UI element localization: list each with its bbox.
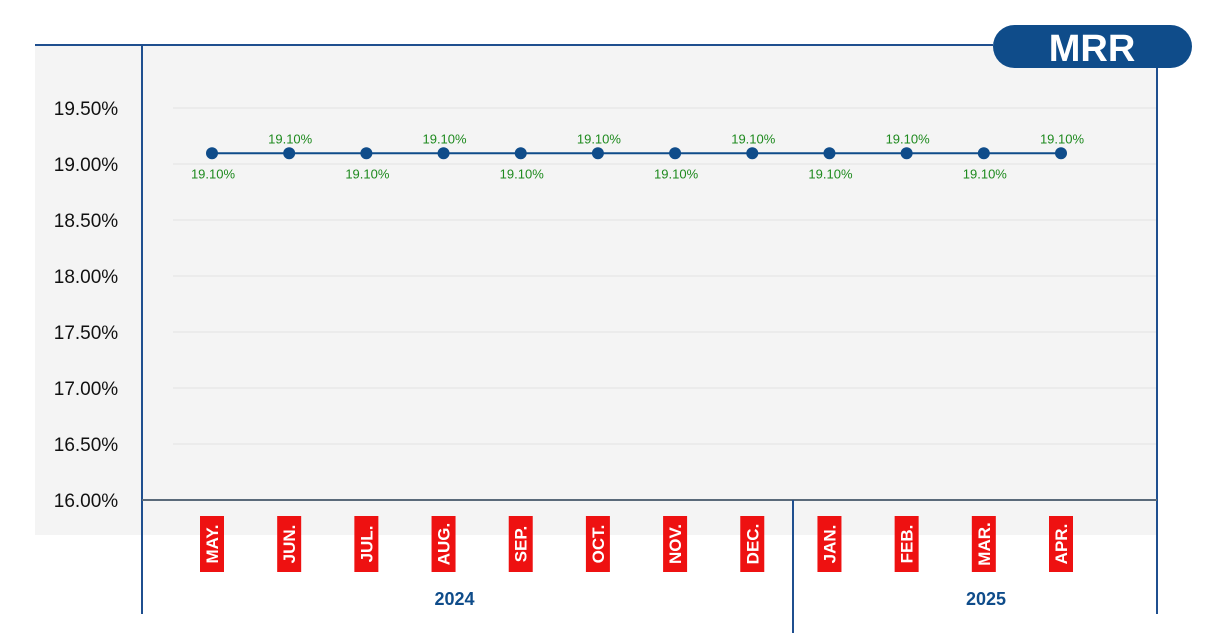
month-label-text: APR. [1052, 524, 1071, 565]
data-point [206, 147, 218, 160]
y-tick-label: 18.50% [54, 211, 119, 232]
data-point [977, 147, 990, 160]
month-label-background [1049, 516, 1073, 572]
y-tick-label: 19.50% [54, 99, 119, 120]
y-tick-label: 17.50% [54, 323, 119, 344]
month-label-text: MAR. [975, 522, 994, 565]
month-label: OCT. [585, 516, 610, 572]
data-point [514, 147, 527, 160]
y-axis-ticks: 16.00% 16.50% 17.00% 17.50% 18.00% 18.50% 19.0… [54, 99, 119, 512]
data-label: 19.10% [886, 131, 931, 146]
data-label: 19.10% [808, 166, 853, 181]
month-label-text: SEP. [512, 526, 531, 563]
y-tick-label: 17.00% [54, 379, 119, 400]
month-label-background [740, 516, 765, 572]
month-label-background [894, 516, 919, 572]
data-label: 19.10% [422, 131, 467, 146]
month-label: DEC. [740, 516, 765, 572]
month-label: MAY. [200, 516, 224, 572]
data-label: 19.10% [654, 166, 699, 181]
month-label: SEP. [508, 516, 533, 572]
data-label: 19.10% [191, 166, 236, 181]
month-label-text: JUN. [280, 525, 299, 564]
month-label-background [817, 516, 842, 572]
y-tick-label: 16.00% [54, 491, 119, 512]
year-labels: 2024 2025 [434, 589, 1006, 609]
month-label-background [354, 516, 379, 572]
data-labels: 19.10% 19.10% 19.10% 19.10% 19.10% 19.10% 19.1… [191, 131, 1085, 181]
data-label: 19.10% [577, 131, 622, 146]
month-label: JAN. [817, 516, 842, 572]
y-tick-label: 18.00% [54, 267, 119, 288]
data-point [437, 147, 450, 160]
month-label-background [585, 516, 610, 572]
month-label: MAR. [971, 516, 996, 572]
y-tick-label: 16.50% [54, 435, 119, 456]
month-label-text: OCT. [589, 525, 608, 564]
month-label-background [431, 516, 456, 572]
data-point [591, 147, 604, 160]
data-point [1055, 147, 1067, 160]
month-label-background [277, 516, 302, 572]
month-label: JUN. [277, 516, 302, 572]
series-line [206, 147, 1067, 160]
month-label: FEB. [894, 516, 919, 572]
month-labels: MAY. JUN. JUL. AUG. SEP. OCT. NOV. DEC. JAN. FEB.… [200, 516, 1073, 572]
mrr-badge-background [993, 25, 1192, 68]
y-tick-label: 19.00% [54, 155, 119, 176]
month-label-text: FEB. [898, 525, 917, 564]
month-label: JUL. [354, 516, 379, 572]
data-point [900, 147, 913, 160]
data-label: 19.10% [345, 166, 390, 181]
month-label-text: JAN. [820, 525, 839, 564]
chart-frame [35, 44, 1158, 633]
month-label: NOV. [663, 516, 688, 572]
month-label-background [508, 516, 533, 572]
month-label-text: JUL. [357, 526, 376, 563]
month-label: APR. [1049, 516, 1073, 572]
month-label-background [971, 516, 996, 572]
mrr-badge-label: MRR [1049, 28, 1136, 70]
data-point [746, 147, 759, 160]
year-label: 2024 [434, 589, 474, 609]
data-label: 19.10% [268, 131, 313, 146]
data-label: 19.10% [963, 166, 1008, 181]
month-label-text: DEC. [743, 524, 762, 565]
month-label-background [200, 516, 224, 572]
month-label-text: AUG. [435, 523, 454, 566]
month-label-background [663, 516, 688, 572]
data-point [823, 147, 836, 160]
gridlines [173, 107, 1157, 445]
data-point [283, 147, 296, 160]
data-label: 19.10% [731, 131, 776, 146]
data-point [360, 147, 373, 160]
data-label: 19.10% [500, 166, 545, 181]
plot-background [35, 45, 1157, 535]
mrr-badge: MRR [993, 25, 1192, 70]
month-label-text: NOV. [666, 524, 685, 564]
month-label: AUG. [431, 516, 456, 572]
month-label-text: MAY. [203, 524, 222, 563]
data-label: 19.10% [1040, 131, 1085, 146]
year-label: 2025 [966, 589, 1006, 609]
data-point [669, 147, 682, 160]
